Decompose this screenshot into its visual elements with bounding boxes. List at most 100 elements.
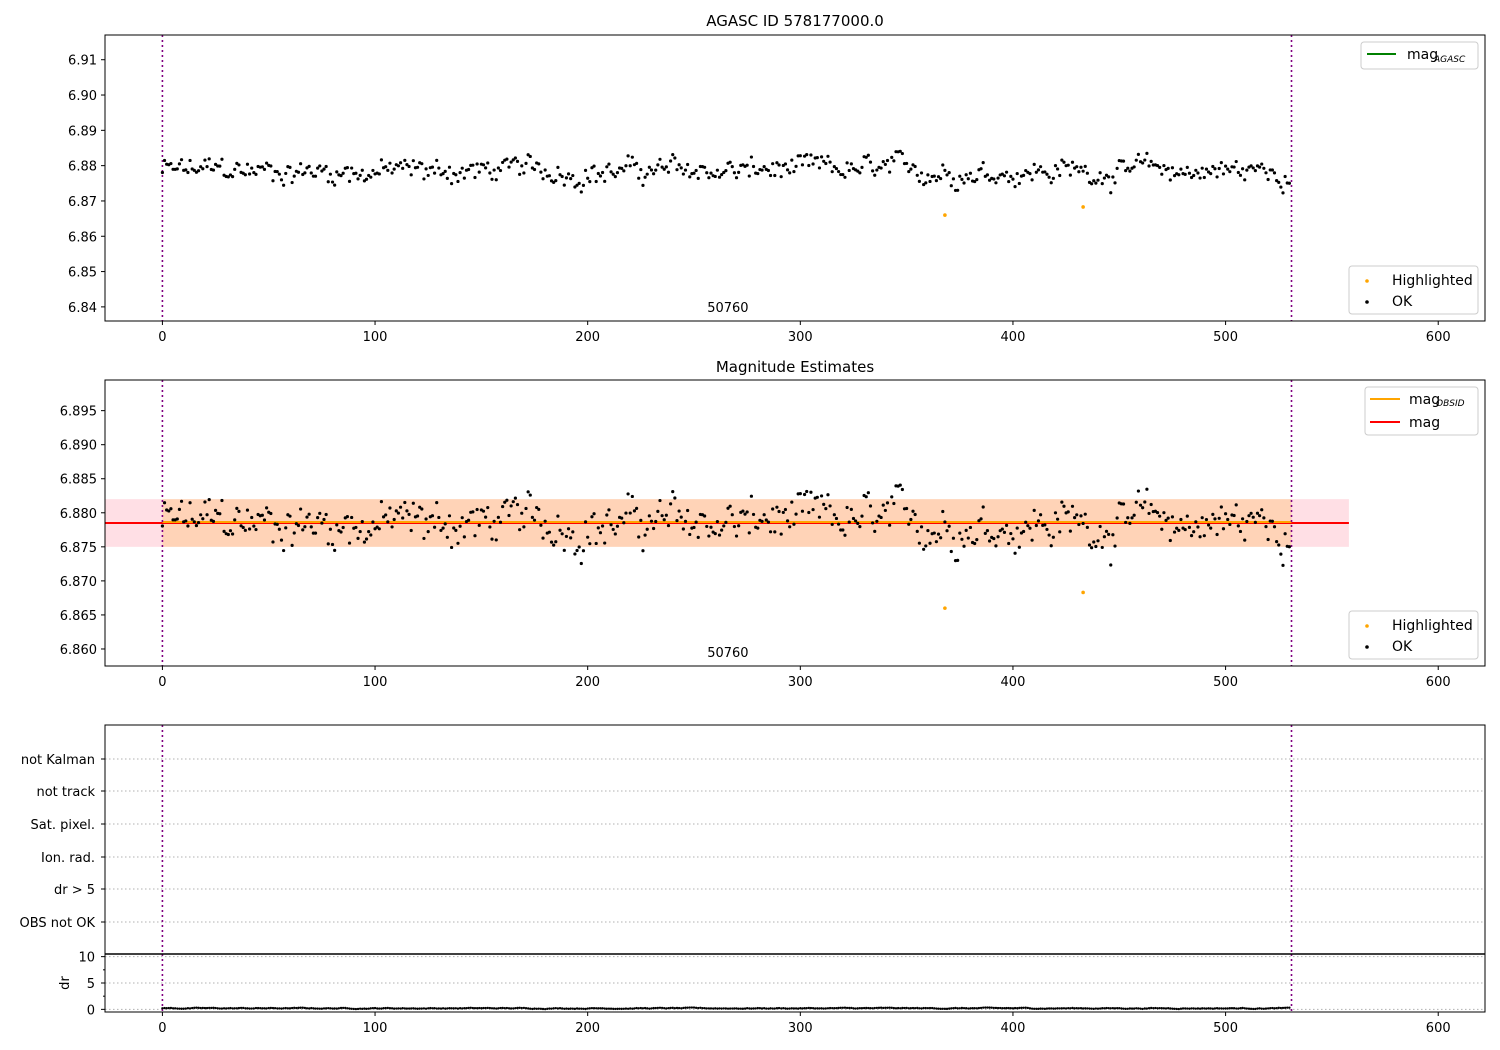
y-tick-label: 6.880 [60,507,97,522]
ok-point [628,164,632,168]
ok-point [983,531,987,536]
dr-point [988,1006,991,1009]
ok-point [386,168,390,172]
ok-point [641,183,645,187]
ok-point [1196,171,1200,175]
ok-point [522,171,526,175]
dr-point [777,1006,781,1010]
dr-point [499,1006,502,1010]
ok-point [1143,158,1147,162]
dr-point [1275,1006,1278,1010]
dr-point [1152,1006,1155,1010]
ok-point [707,534,711,538]
dr-point [1105,1006,1108,1010]
ok-point [913,164,917,169]
ok-point [749,155,754,159]
ok-point [218,512,222,516]
ok-point [341,525,345,530]
ok-point [1183,172,1187,176]
dr-point [414,1007,417,1010]
dr-point [848,1006,851,1010]
dr-point [1198,1007,1202,1010]
ok-point [641,549,645,553]
dr-point [350,1007,353,1010]
ok-point [1260,508,1264,512]
x-tick-label: 100 [363,675,388,690]
obsid-annotation: 50760 [707,646,748,661]
dr-point [299,1006,302,1009]
dr-point [607,1007,611,1010]
ok-point [762,513,766,517]
dr-point [356,1007,360,1011]
ok-point [892,501,896,506]
ok-point [394,509,398,513]
ok-point [613,532,617,536]
dr-point [886,1006,889,1009]
ok-point [456,541,460,545]
dr-point [958,1007,961,1010]
ok-point [1085,171,1089,175]
ok-point [1143,500,1147,504]
flag-label: not track [36,785,95,800]
ok-point [888,523,892,527]
ok-point [360,520,364,524]
ok-point [692,171,696,175]
ok-point [1240,517,1245,521]
ok-point [805,153,809,157]
ok-point [1026,524,1030,528]
ok-point [907,522,911,526]
dr-point [1207,1007,1210,1010]
ok-point [775,505,779,509]
ok-point [773,173,777,178]
ok-point [686,162,690,167]
ok-point [1034,170,1038,174]
ok-point [265,161,269,165]
dr-point [673,1007,677,1010]
dr-point [765,1007,768,1010]
ok-point [909,167,913,171]
dr-point [1141,1007,1144,1011]
dr-point [514,1006,517,1010]
ok-point [1243,178,1247,182]
dr-point [1158,1006,1161,1010]
legend-bottom [1348,265,1479,315]
ok-point [732,524,736,529]
dr-point [733,1007,736,1010]
ok-point [1209,526,1213,530]
ok-point [994,544,998,548]
ok-point [1075,165,1079,169]
ok-point [505,157,509,161]
ok-point [1168,178,1172,182]
dr-point [365,1007,368,1011]
ok-point [730,513,734,517]
dr-point [361,1007,364,1011]
ok-point [630,494,634,499]
dr-point [1039,1007,1042,1010]
ok-point [392,517,396,522]
ok-point [1266,177,1270,182]
dr-point [1084,1007,1087,1010]
ok-point [426,530,430,534]
dr-point [831,1006,834,1010]
dr-point [1050,1007,1053,1010]
dr-point [509,1007,513,1010]
dr-point [1211,1007,1215,1010]
ok-point [1096,539,1100,543]
dr-point [811,1006,815,1010]
dr-point [1033,1007,1036,1010]
ok-point [1213,517,1217,521]
ok-point [160,170,165,175]
dr-point [960,1006,964,1010]
ok-point [1043,170,1047,174]
dr-point [643,1006,647,1010]
ok-point [883,508,887,513]
ok-point [488,525,492,529]
ok-point [262,518,267,522]
ok-point [977,519,981,523]
dr-point [346,1007,349,1010]
ok-point [279,178,284,182]
dr-point [971,1007,974,1010]
ok-point [467,518,471,522]
ok-point [717,175,722,179]
ok-point [960,177,964,181]
